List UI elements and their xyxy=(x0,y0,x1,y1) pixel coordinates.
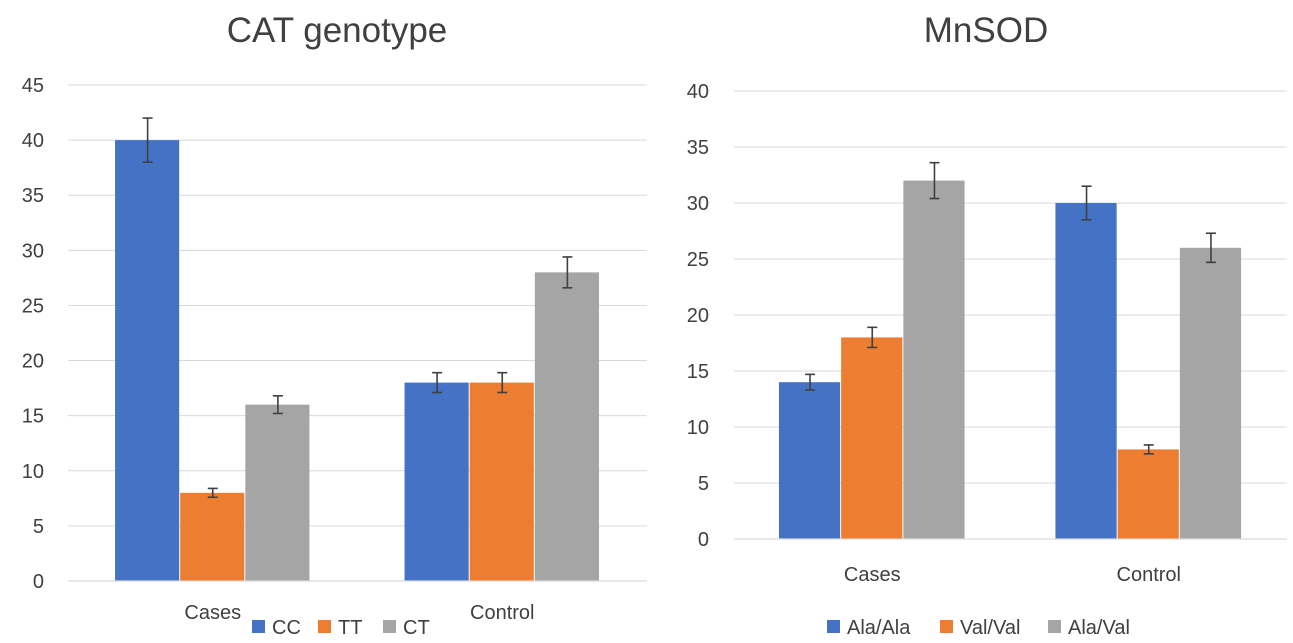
cat-error-bar-tt-cases xyxy=(207,487,218,499)
mnsod-chart: MnSOD 0 5 10 15 20 25 30 35 40 Cases Control Ala/Ala… xyxy=(650,0,1293,643)
cat-error-bar-cc-cases xyxy=(142,117,153,163)
mnsod-legend-label-val-val: Val/Val xyxy=(960,617,1020,639)
mnsod-bar-val-val-cases xyxy=(841,337,903,539)
mnsod-error-bar-ala-ala-control xyxy=(1081,185,1092,221)
mnsod-y-tick-label-0: 0 xyxy=(698,529,709,551)
mnsod-legend-swatch-ala-ala xyxy=(827,620,840,633)
mnsod-chart-title: MnSOD xyxy=(924,11,1048,50)
cat-genotype-chart-svg: CAT genotype 0 5 10 15 20 25 30 35 40 45 Cases Contr… xyxy=(22,11,647,639)
mnsod-y-tick-label-20: 20 xyxy=(687,305,709,327)
cat-legend-swatch-ct xyxy=(383,620,396,633)
cat-bar-ct-control xyxy=(534,272,599,581)
cat-error-bar-ct-control xyxy=(562,256,573,289)
mnsod-category-label-cases: Cases xyxy=(844,564,901,586)
cat-y-tick-label-10: 10 xyxy=(22,461,44,483)
mnsod-y-tick-label-5: 5 xyxy=(698,473,709,495)
cat-genotype-chart: CAT genotype 0 5 10 15 20 25 30 35 40 45 Cases Contr… xyxy=(22,11,647,639)
cat-bar-cc-control xyxy=(404,382,469,581)
cat-bar-cc-cases xyxy=(115,140,180,581)
mnsod-error-bar-ala-ala-cases xyxy=(805,373,816,391)
mnsod-legend-label-ala-ala: Ala/Ala xyxy=(847,617,911,639)
cat-y-tick-label-20: 20 xyxy=(22,351,44,373)
mnsod-chart-svg: MnSOD 0 5 10 15 20 25 30 35 40 Cases Control Ala/Ala… xyxy=(687,11,1287,639)
cat-category-label-cases: Cases xyxy=(184,602,241,624)
mnsod-legend-swatch-val-val xyxy=(940,620,953,633)
cat-bar-tt-cases xyxy=(180,492,245,581)
cat-y-tick-label-25: 25 xyxy=(22,295,44,317)
mnsod-error-bar-val-val-control xyxy=(1143,444,1154,455)
mnsod-error-bar-val-val-cases xyxy=(867,326,878,349)
cat-y-tick-label-0: 0 xyxy=(33,571,44,593)
mnsod-bar-val-val-control xyxy=(1117,449,1179,539)
mnsod-y-tick-label-15: 15 xyxy=(687,361,709,383)
mnsod-y-tick-label-35: 35 xyxy=(687,137,709,159)
cat-legend-swatch-tt xyxy=(318,620,331,633)
cat-y-tick-label-40: 40 xyxy=(22,130,44,152)
cat-error-bar-ct-cases xyxy=(272,395,283,415)
cat-bar-tt-control xyxy=(469,382,534,581)
cat-error-bar-tt-control xyxy=(497,371,508,394)
mnsod-category-label-control: Control xyxy=(1117,564,1181,586)
cat-bar-ct-cases xyxy=(245,404,310,581)
cat-y-tick-label-45: 45 xyxy=(22,75,44,97)
cat-y-tick-label-35: 35 xyxy=(22,185,44,207)
mnsod-y-tick-label-25: 25 xyxy=(687,249,709,271)
cat-legend-label-ct: CT xyxy=(403,617,430,639)
mnsod-y-tick-label-10: 10 xyxy=(687,417,709,439)
mnsod-y-tick-label-30: 30 xyxy=(687,193,709,215)
mnsod-legend-swatch-ala-val xyxy=(1048,620,1061,633)
cat-y-tick-label-5: 5 xyxy=(33,516,44,538)
cat-y-tick-label-30: 30 xyxy=(22,240,44,262)
mnsod-bar-ala-val-cases xyxy=(903,180,965,539)
mnsod-bar-ala-ala-control xyxy=(1055,203,1117,539)
cat-legend-label-tt: TT xyxy=(338,617,362,639)
cat-legend-label-cc: CC xyxy=(272,617,301,639)
cat-y-tick-label-15: 15 xyxy=(22,406,44,428)
cat-error-bar-cc-control xyxy=(432,371,443,394)
mnsod-error-bar-ala-val-cases xyxy=(929,161,940,200)
mnsod-bar-ala-val-control xyxy=(1179,247,1242,540)
mnsod-bar-ala-ala-cases xyxy=(778,382,841,539)
cat-category-label-control: Control xyxy=(470,602,534,624)
mnsod-error-bar-ala-val-control xyxy=(1205,232,1216,264)
mnsod-legend-label-ala-val: Ala/Val xyxy=(1068,617,1130,639)
cat-chart-title: CAT genotype xyxy=(227,11,448,50)
cat-legend-swatch-cc xyxy=(252,620,265,633)
mnsod-y-tick-label-40: 40 xyxy=(687,81,709,103)
